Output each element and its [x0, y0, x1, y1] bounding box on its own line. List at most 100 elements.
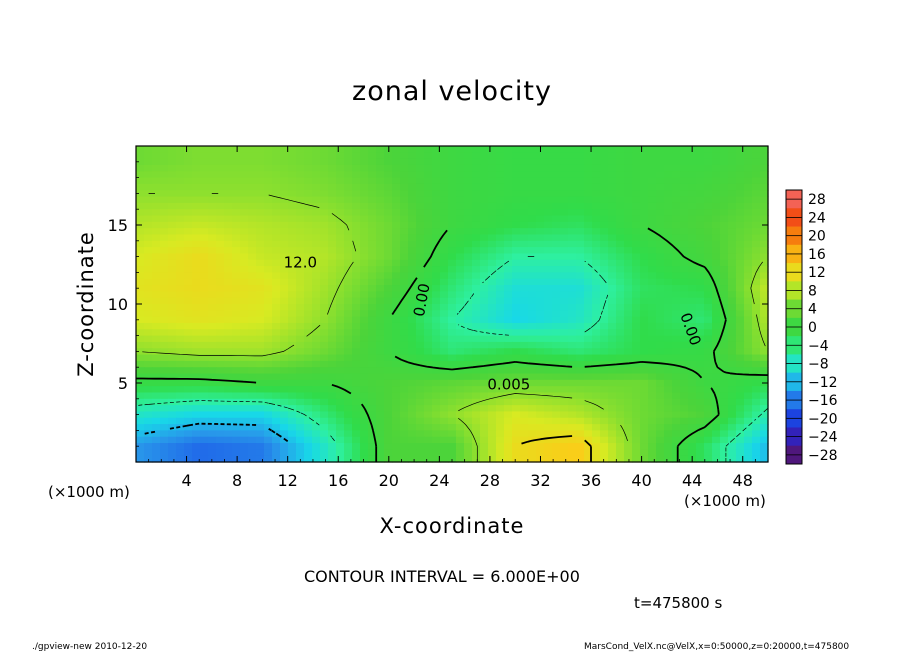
heatmap-cell	[288, 354, 297, 362]
heatmap-cell	[664, 411, 673, 419]
heatmap-cell	[584, 259, 593, 267]
heatmap-cell	[280, 455, 289, 463]
heatmap-cell	[256, 183, 265, 191]
heatmap-cell	[552, 379, 561, 387]
heatmap-cell	[168, 322, 177, 330]
heatmap-cell	[216, 202, 225, 210]
heatmap-cell	[216, 304, 225, 311]
heatmap-cell	[624, 335, 633, 343]
heatmap-cell	[512, 449, 521, 457]
heatmap-cell	[632, 259, 641, 267]
colorbar-label: 4	[808, 302, 817, 318]
heatmap-cell	[528, 430, 537, 438]
heatmap-cell	[304, 152, 313, 160]
heatmap-cell	[368, 392, 377, 400]
heatmap-cell	[576, 196, 585, 204]
heatmap-cell	[224, 341, 233, 349]
heatmap-cell	[512, 443, 521, 450]
heatmap-cell	[376, 266, 385, 273]
heatmap-cell	[192, 424, 201, 431]
heatmap-cell	[656, 335, 665, 343]
heatmap-cell	[760, 202, 769, 210]
heatmap-cell	[376, 449, 385, 457]
heatmap-cell	[568, 228, 577, 236]
heatmap-cell	[296, 322, 305, 330]
heatmap-cell	[576, 240, 585, 248]
heatmap-cell	[224, 228, 233, 236]
heatmap-cell	[576, 152, 585, 160]
heatmap-cell	[320, 411, 329, 419]
heatmap-cell	[624, 373, 633, 381]
heatmap-cell	[736, 209, 745, 217]
heatmap-cell	[720, 164, 729, 172]
heatmap-cell	[320, 215, 329, 223]
heatmap-cell	[352, 164, 361, 172]
heatmap-cell	[720, 386, 729, 394]
heatmap-cell	[696, 417, 705, 425]
heatmap-cell	[544, 417, 553, 425]
heatmap-cell	[384, 367, 393, 375]
heatmap-cell	[608, 164, 617, 172]
heatmap-cell	[312, 272, 321, 280]
heatmap-cell	[280, 322, 289, 330]
heatmap-cell	[568, 424, 577, 431]
heatmap-cell	[536, 436, 545, 444]
heatmap-cell	[168, 253, 177, 261]
heatmap-cell	[512, 430, 521, 438]
heatmap-cell	[280, 247, 289, 255]
heatmap-cell	[688, 316, 697, 324]
heatmap-cell	[184, 190, 193, 198]
heatmap-cell	[464, 436, 473, 444]
heatmap-cell	[240, 278, 249, 286]
heatmap-cell	[272, 228, 281, 236]
footer-right: MarsCond_VelX.nc@VelX,x=0:50000,z=0:2000…	[584, 642, 850, 652]
heatmap-cell	[264, 259, 273, 267]
heatmap-cell	[208, 259, 217, 267]
heatmap-cell	[624, 443, 633, 450]
heatmap-cell	[520, 398, 529, 406]
heatmap-cell	[168, 348, 177, 356]
heatmap-cell	[272, 297, 281, 305]
heatmap-cell	[512, 341, 521, 349]
heatmap-cell	[304, 405, 313, 413]
heatmap-cell	[528, 209, 537, 217]
heatmap-cell	[648, 177, 657, 185]
heatmap-cell	[304, 398, 313, 406]
heatmap-cell	[568, 329, 577, 337]
heatmap-cell	[304, 304, 313, 311]
heatmap-cell	[152, 234, 161, 242]
heatmap-cell	[264, 360, 273, 368]
heatmap-cell	[264, 411, 273, 419]
heatmap-cell	[280, 417, 289, 425]
heatmap-cell	[152, 253, 161, 261]
heatmap-cell	[200, 322, 209, 330]
heatmap-cell	[464, 354, 473, 362]
heatmap-cell	[376, 367, 385, 375]
heatmap-cell	[688, 291, 697, 299]
heatmap-cell	[440, 398, 449, 406]
heatmap-cell	[376, 373, 385, 381]
heatmap-cell	[216, 360, 225, 368]
heatmap-cell	[496, 228, 505, 236]
heatmap-cell	[376, 411, 385, 419]
heatmap-cell	[360, 234, 369, 242]
heatmap-cell	[272, 266, 281, 273]
heatmap-cell	[168, 190, 177, 198]
heatmap-cell	[744, 202, 753, 210]
heatmap-cell	[152, 455, 161, 463]
heatmap-cell	[200, 436, 209, 444]
heatmap-cell	[224, 304, 233, 311]
heatmap-cell	[272, 259, 281, 267]
heatmap-cell	[224, 430, 233, 438]
heatmap-cell	[288, 196, 297, 204]
heatmap-cell	[464, 341, 473, 349]
heatmap-cell	[216, 329, 225, 337]
heatmap-cell	[240, 183, 249, 191]
heatmap-cell	[736, 322, 745, 330]
heatmap-cell	[464, 164, 473, 172]
heatmap-cell	[328, 430, 337, 438]
heatmap-cell	[544, 253, 553, 261]
heatmap-cell	[440, 322, 449, 330]
heatmap-cell	[176, 209, 185, 217]
heatmap-cell	[160, 209, 169, 217]
